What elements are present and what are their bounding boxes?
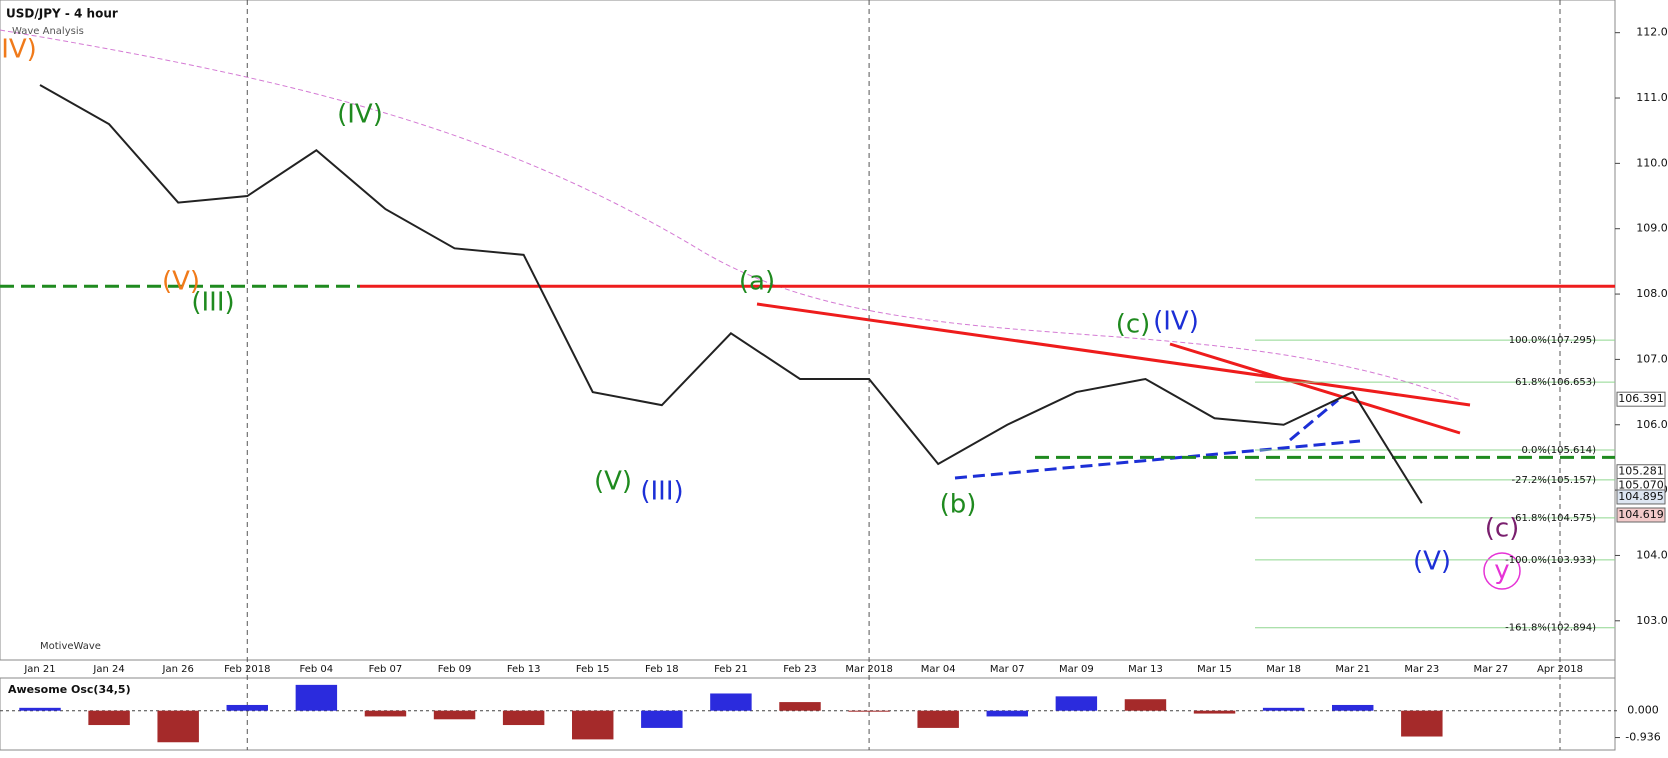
osc-bar bbox=[1124, 699, 1167, 711]
y-tick-label: 103.000 bbox=[1636, 614, 1668, 627]
wave-label: y bbox=[1494, 556, 1509, 586]
price-tag-label: 105.281 bbox=[1618, 465, 1664, 478]
x-tick-label: Mar 07 bbox=[990, 664, 1025, 675]
osc-bar bbox=[710, 693, 752, 711]
osc-bar bbox=[641, 710, 683, 728]
x-tick-label: Mar 09 bbox=[1059, 664, 1094, 675]
y-tick-label: 111.000 bbox=[1636, 91, 1668, 104]
price-tag bbox=[1616, 391, 1666, 407]
x-tick-label: Jan 21 bbox=[23, 664, 55, 675]
osc-bar bbox=[1193, 710, 1236, 714]
y-tick-label: 104.000 bbox=[1636, 548, 1668, 561]
price-tag-label: 105.070 bbox=[1618, 479, 1664, 492]
y-tick-label: 109.000 bbox=[1636, 222, 1668, 235]
fib-label: 100.0%(107.295) bbox=[1509, 335, 1596, 346]
support-line bbox=[1289, 398, 1339, 442]
price-tag-label: 104.895 bbox=[1618, 490, 1664, 503]
x-tick-label: Feb 07 bbox=[369, 664, 403, 675]
osc-bar bbox=[502, 710, 545, 726]
y-tick-label: 108.000 bbox=[1636, 287, 1668, 300]
osc-bar bbox=[88, 710, 130, 726]
x-tick-label: Mar 23 bbox=[1404, 664, 1439, 675]
osc-bar bbox=[433, 710, 476, 720]
oscillator-title: Awesome Osc(34,5) bbox=[8, 683, 131, 696]
x-tick-label: Jan 26 bbox=[162, 664, 194, 675]
price-tag-label: 104.619 bbox=[1618, 508, 1664, 521]
osc-tick-label: -0.936 bbox=[1625, 731, 1660, 744]
wave-label: (III) bbox=[191, 288, 234, 318]
osc-bar bbox=[572, 710, 614, 740]
osc-tick-label: 0.000 bbox=[1627, 704, 1659, 717]
oscillator-panel bbox=[0, 677, 1616, 751]
x-tick-label: Mar 04 bbox=[921, 664, 956, 675]
wave-label: (V) bbox=[1413, 547, 1451, 577]
osc-bar bbox=[295, 684, 338, 711]
y-tick-label: 110.000 bbox=[1636, 156, 1668, 169]
fib-label: -161.8%(102.894) bbox=[1505, 623, 1596, 634]
osc-bar bbox=[364, 710, 407, 717]
wave-label: (a) bbox=[739, 267, 775, 297]
price-line bbox=[39, 84, 1423, 504]
x-tick-label: Feb 18 bbox=[645, 664, 679, 675]
support-line bbox=[954, 439, 1361, 480]
osc-bar bbox=[1401, 710, 1443, 737]
osc-bar bbox=[1332, 704, 1374, 711]
x-tick-label: Jan 24 bbox=[92, 664, 124, 675]
osc-bar bbox=[1055, 696, 1098, 711]
chart-subtitle: Wave Analysis bbox=[12, 26, 84, 37]
osc-bar bbox=[1262, 707, 1305, 711]
fib-label: -27.2%(105.157) bbox=[1511, 475, 1596, 486]
wave-label: (IV) bbox=[1153, 307, 1199, 337]
y-tick-label: 106.000 bbox=[1636, 418, 1668, 431]
y-tick-label: 107.000 bbox=[1636, 352, 1668, 365]
osc-bar bbox=[157, 710, 199, 743]
x-tick-label: Mar 18 bbox=[1266, 664, 1301, 675]
wave-label: (IV) bbox=[337, 100, 383, 130]
x-tick-label: Mar 13 bbox=[1128, 664, 1163, 675]
y-tick-label: 112.000 bbox=[1636, 26, 1668, 39]
wave-label: (III) bbox=[640, 477, 683, 507]
x-tick-label: Feb 23 bbox=[783, 664, 817, 675]
wave-label: (V) bbox=[594, 467, 632, 497]
wave-label: (b) bbox=[940, 490, 977, 520]
moving-average bbox=[0, 29, 1461, 401]
osc-bar bbox=[917, 710, 959, 728]
fib-label: -100.0%(103.933) bbox=[1505, 555, 1596, 566]
osc-bar bbox=[779, 702, 821, 711]
x-tick-label: Mar 21 bbox=[1335, 664, 1370, 675]
wave-label: IV) bbox=[1, 35, 37, 65]
osc-bar bbox=[986, 710, 1028, 717]
x-tick-label: Mar 27 bbox=[1474, 664, 1509, 675]
fib-label: -61.8%(104.575) bbox=[1511, 513, 1596, 524]
x-tick-label: Feb 13 bbox=[507, 664, 541, 675]
osc-bar bbox=[226, 704, 268, 711]
osc-bar bbox=[848, 710, 890, 712]
x-tick-label: Feb 15 bbox=[576, 664, 610, 675]
chart-title: USD/JPY - 4 hour bbox=[6, 7, 118, 21]
price-tag-label: 106.391 bbox=[1618, 392, 1664, 405]
fib-label: 61.8%(106.653) bbox=[1515, 377, 1596, 388]
trend-line bbox=[756, 302, 1471, 407]
wave-label: (c) bbox=[1116, 310, 1151, 340]
price-panel bbox=[0, 0, 1616, 661]
x-tick-label: Feb 04 bbox=[300, 664, 334, 675]
x-tick-label: Feb 09 bbox=[438, 664, 472, 675]
osc-bar bbox=[19, 707, 61, 711]
wave-label: (V) bbox=[162, 267, 200, 297]
x-tick-label: Mar 15 bbox=[1197, 664, 1232, 675]
x-tick-label: Feb 21 bbox=[714, 664, 748, 675]
fib-label: 0.0%(105.614) bbox=[1521, 445, 1596, 456]
watermark: MotiveWave bbox=[40, 641, 101, 652]
wave-label: (c) bbox=[1485, 514, 1520, 544]
price-tag bbox=[1616, 507, 1666, 523]
price-tag bbox=[1616, 489, 1666, 505]
wave-circle bbox=[1483, 552, 1521, 590]
trend-line bbox=[1169, 342, 1461, 435]
